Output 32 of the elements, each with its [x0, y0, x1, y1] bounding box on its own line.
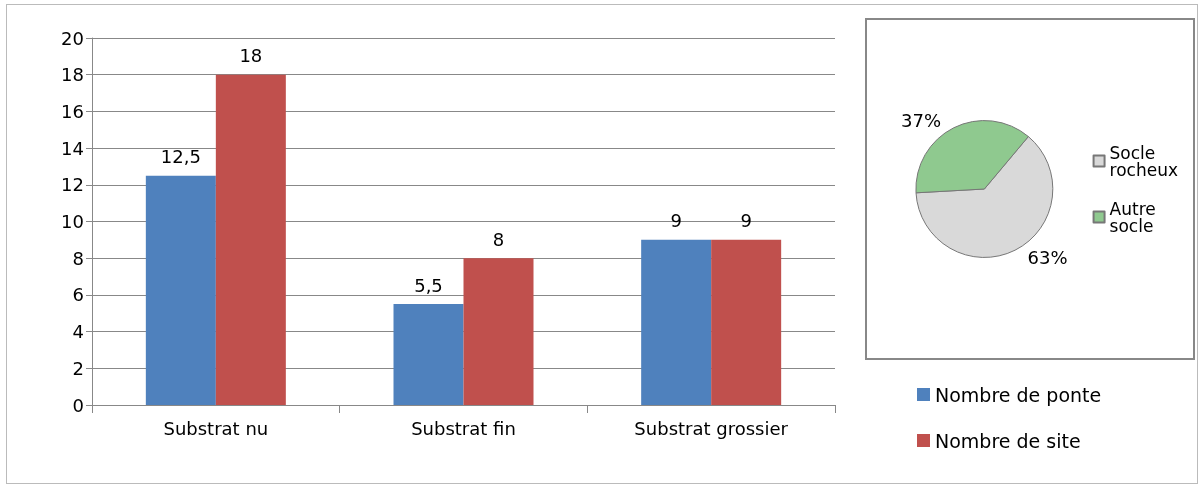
bar — [711, 239, 782, 405]
y-tick-label: 2 — [72, 357, 84, 379]
bar — [393, 304, 464, 405]
legend-label: Nombre de site — [935, 429, 1081, 452]
y-tick-label: 16 — [61, 100, 84, 122]
legend-label: Autre socle — [1109, 198, 1162, 236]
data-label: 18 — [239, 45, 263, 67]
data-label: 8 — [492, 228, 505, 250]
y-tick-label: 18 — [61, 64, 84, 86]
data-label: 9 — [740, 210, 752, 232]
y-tick-label: 10 — [61, 211, 84, 232]
bar — [463, 258, 534, 405]
data-label: 5,5 — [414, 274, 443, 296]
y-tick-label: 12 — [61, 174, 84, 196]
data-label: 63% — [1027, 246, 1068, 268]
y-tick-label: 4 — [72, 321, 84, 343]
y-tick-label: 6 — [72, 284, 84, 306]
y-tick-label: 8 — [72, 247, 84, 269]
legend-label: Socle rocheux — [1109, 142, 1179, 180]
bar — [145, 175, 216, 405]
bar — [641, 239, 712, 405]
y-tick-label: 0 — [72, 394, 84, 416]
data-label: 37% — [901, 110, 942, 132]
y-tick-label: 20 — [61, 27, 84, 49]
bar — [215, 74, 286, 405]
x-tick-label: Substrat nu — [163, 417, 269, 439]
x-tick-label: Substrat grossier — [634, 417, 789, 439]
y-tick-label: 14 — [61, 137, 84, 159]
data-label: 9 — [670, 210, 682, 232]
data-label: 12,5 — [160, 146, 201, 168]
x-tick-label: Substrat fin — [411, 417, 516, 439]
legend-label: Nombre de ponte — [935, 383, 1102, 406]
